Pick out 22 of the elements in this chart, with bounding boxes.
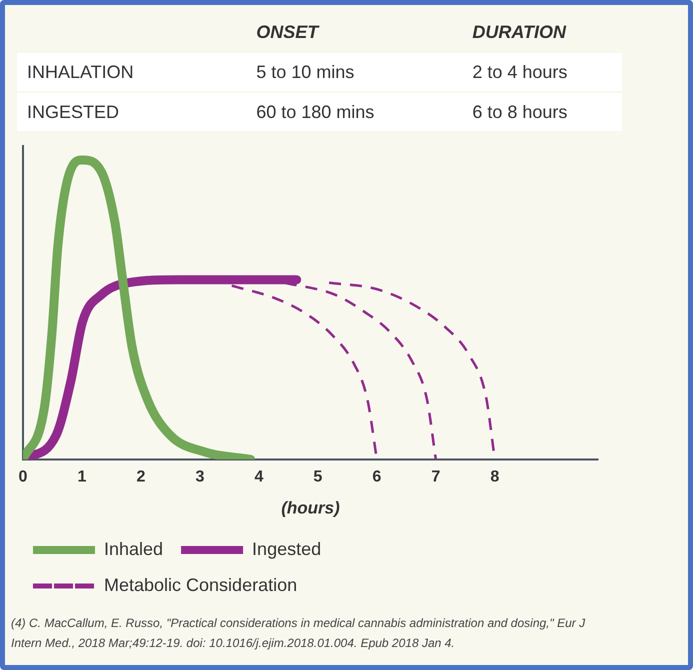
x-tick-label: 2 bbox=[136, 468, 146, 486]
x-tick-label: 3 bbox=[195, 468, 204, 486]
legend-label: Ingested bbox=[252, 538, 322, 559]
text: ONSET bbox=[246, 13, 462, 52]
x-axis-title: (hours) bbox=[281, 498, 340, 518]
x-tick-label: 6 bbox=[372, 468, 382, 486]
text: 5 to 10 mins bbox=[246, 52, 462, 92]
text: INGESTED bbox=[17, 92, 246, 132]
text: 2 to 4 hours bbox=[462, 52, 622, 92]
text: 6 to 8 hours bbox=[462, 92, 622, 132]
legend-label: Inhaled bbox=[104, 538, 164, 559]
legend-label: Metabolic Consideration bbox=[104, 574, 298, 595]
x-tick-label: 5 bbox=[313, 468, 322, 486]
x-tick-label: 8 bbox=[490, 468, 500, 486]
x-tick-label: 1 bbox=[78, 468, 87, 486]
text: (4) C. MacCallum, E. Russo, "Practical considerations in medical cannabis administration and dosing," Eur J Intern Med., 2018 Mar;49:12-19. doi: 10.1016/j.ejim.2018.01.004. Epub 2018 Jan 4. bbox=[11, 615, 586, 652]
text: 60 to 180 mins bbox=[246, 92, 462, 132]
x-tick-label: 0 bbox=[18, 468, 28, 486]
x-tick-label: 4 bbox=[254, 468, 264, 486]
text: INHALATION bbox=[17, 52, 246, 92]
text: DURATION bbox=[462, 13, 622, 52]
x-tick-label: 7 bbox=[431, 468, 440, 486]
